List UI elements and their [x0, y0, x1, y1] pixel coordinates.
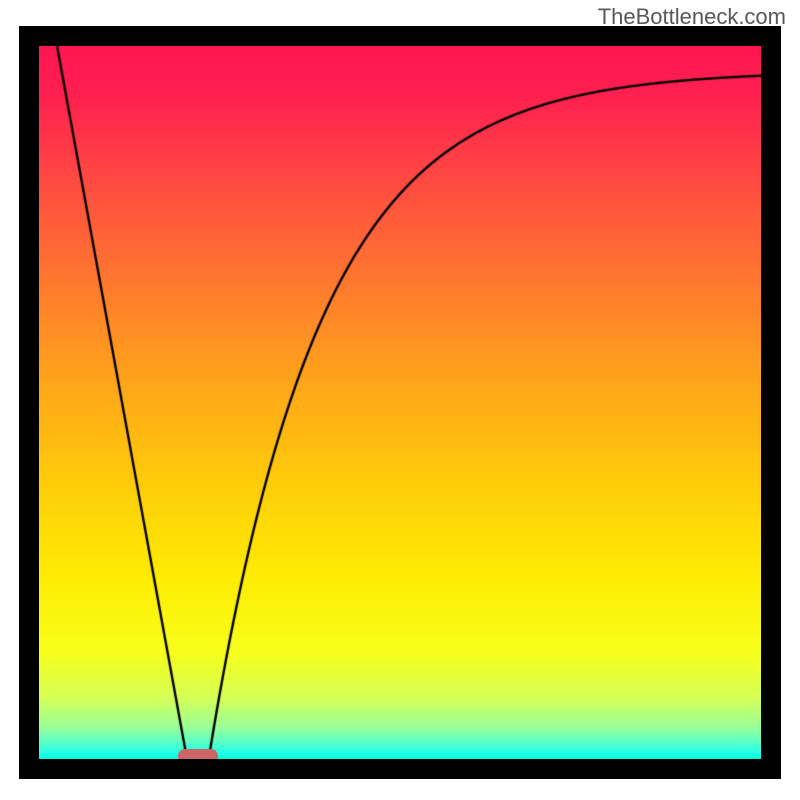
frame-bottom — [19, 759, 781, 779]
frame-right — [761, 26, 781, 779]
frame-left — [19, 26, 39, 779]
frame-top — [19, 26, 781, 46]
chart-area — [39, 46, 761, 759]
bottleneck-curve — [39, 46, 761, 759]
figure-root: TheBottleneck.com — [0, 0, 800, 800]
